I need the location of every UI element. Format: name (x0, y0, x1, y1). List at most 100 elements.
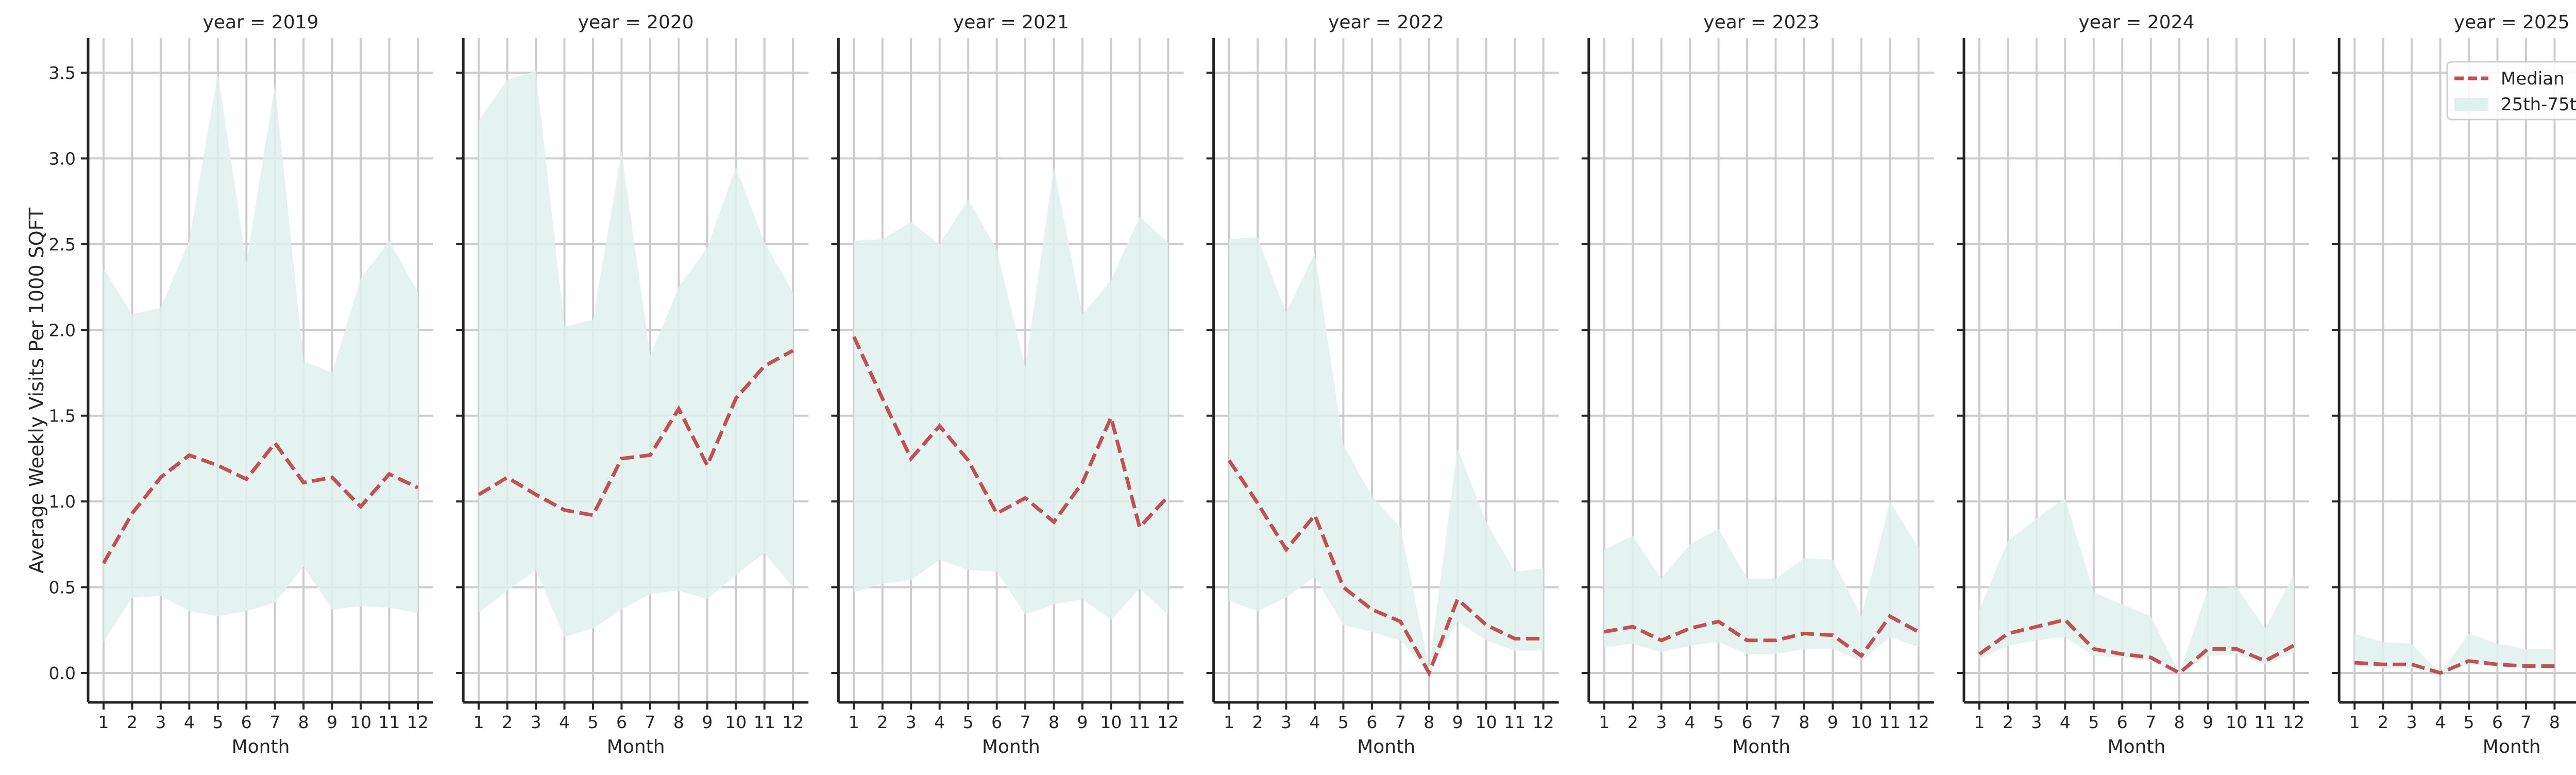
x-axis-label: Month (607, 736, 665, 757)
x-tick-label: 12 (782, 712, 804, 732)
legend-band-swatch (2454, 98, 2488, 111)
x-tick-label: 6 (241, 712, 252, 732)
x-axis-label: Month (1357, 736, 1415, 757)
y-tick-label: 1.5 (49, 406, 76, 426)
x-tick-label: 2 (1628, 712, 1638, 732)
x-tick-label: 12 (1533, 712, 1554, 732)
x-tick-label: 3 (1281, 712, 1292, 732)
x-tick-label: 8 (1423, 712, 1434, 732)
facet-title: year = 2023 (1703, 12, 1819, 33)
x-axis-label: Month (232, 736, 290, 757)
facet-title: year = 2020 (578, 12, 694, 33)
x-tick-label: 1 (1974, 712, 1985, 732)
x-tick-label: 10 (2226, 712, 2247, 732)
x-tick-label: 11 (1504, 712, 1526, 732)
x-tick-label: 9 (702, 712, 713, 732)
x-tick-label: 7 (1770, 712, 1781, 732)
x-axis-label: Month (2108, 736, 2166, 757)
x-tick-label: 5 (1713, 712, 1724, 732)
x-tick-label: 9 (1827, 712, 1838, 732)
x-tick-label: 3 (2031, 712, 2042, 732)
x-tick-label: 3 (531, 712, 541, 732)
x-tick-label: 5 (212, 712, 223, 732)
facet-title: year = 2024 (2079, 12, 2195, 33)
x-tick-label: 8 (298, 712, 309, 732)
percentile-band (479, 71, 793, 637)
x-tick-label: 4 (2060, 712, 2071, 732)
x-tick-label: 10 (350, 712, 371, 732)
x-tick-label: 8 (1048, 712, 1059, 732)
x-tick-label: 4 (559, 712, 570, 732)
x-tick-label: 3 (1656, 712, 1667, 732)
x-tick-label: 6 (2492, 712, 2503, 732)
y-axis-label: Average Weekly Visits Per 1000 SQFT (25, 207, 48, 574)
x-tick-label: 10 (1100, 712, 1122, 732)
x-tick-label: 3 (155, 712, 166, 732)
x-tick-label: 11 (1879, 712, 1901, 732)
x-tick-label: 5 (2088, 712, 2099, 732)
x-tick-label: 11 (754, 712, 775, 732)
x-tick-label: 4 (1309, 712, 1320, 732)
x-tick-label: 8 (2174, 712, 2185, 732)
x-tick-label: 12 (1908, 712, 1929, 732)
x-tick-label: 7 (2520, 712, 2531, 732)
x-tick-label: 7 (645, 712, 655, 732)
facet-title: year = 2022 (1328, 12, 1444, 33)
x-tick-label: 8 (673, 712, 684, 732)
y-tick-label: 0.5 (49, 578, 76, 598)
x-tick-label: 4 (2435, 712, 2446, 732)
legend-median-label: Median (2501, 69, 2565, 89)
x-tick-label: 9 (1077, 712, 1088, 732)
x-tick-label: 12 (2283, 712, 2304, 732)
x-tick-label: 11 (379, 712, 400, 732)
x-tick-label: 4 (1685, 712, 1696, 732)
x-tick-label: 3 (2406, 712, 2417, 732)
x-tick-label: 1 (1224, 712, 1234, 732)
x-axis-label: Month (1732, 736, 1790, 757)
x-tick-label: 7 (1020, 712, 1031, 732)
y-tick-label: 3.5 (49, 63, 76, 83)
x-tick-label: 8 (1799, 712, 1809, 732)
percentile-band (1979, 498, 2294, 673)
x-tick-label: 6 (1366, 712, 1377, 732)
x-tick-label: 6 (616, 712, 627, 732)
x-tick-label: 2 (2003, 712, 2013, 732)
x-tick-label: 2 (1252, 712, 1263, 732)
y-tick-label: 1.0 (49, 492, 76, 512)
x-tick-label: 11 (2255, 712, 2276, 732)
x-tick-label: 3 (906, 712, 917, 732)
x-tick-label: 10 (725, 712, 747, 732)
x-tick-label: 1 (98, 712, 109, 732)
x-tick-label: 4 (934, 712, 945, 732)
percentile-band (1229, 238, 1544, 673)
x-tick-label: 7 (1395, 712, 1406, 732)
x-tick-label: 11 (1129, 712, 1150, 732)
x-tick-label: 12 (1157, 712, 1179, 732)
x-tick-label: 2 (127, 712, 138, 732)
x-tick-label: 7 (269, 712, 280, 732)
x-tick-label: 6 (1742, 712, 1753, 732)
x-tick-label: 6 (2117, 712, 2128, 732)
y-tick-label: 2.0 (49, 320, 76, 340)
x-tick-label: 10 (1476, 712, 1497, 732)
y-tick-label: 3.0 (49, 148, 76, 169)
x-tick-label: 5 (963, 712, 974, 732)
x-tick-label: 1 (473, 712, 484, 732)
x-tick-label: 8 (2549, 712, 2560, 732)
x-tick-label: 2 (502, 712, 513, 732)
x-tick-label: 9 (2202, 712, 2213, 732)
y-tick-label: 0.0 (49, 663, 76, 683)
x-tick-label: 7 (2145, 712, 2156, 732)
y-tick-label: 2.5 (49, 234, 76, 255)
x-tick-label: 4 (184, 712, 195, 732)
x-tick-label: 1 (849, 712, 859, 732)
x-tick-label: 6 (991, 712, 1002, 732)
